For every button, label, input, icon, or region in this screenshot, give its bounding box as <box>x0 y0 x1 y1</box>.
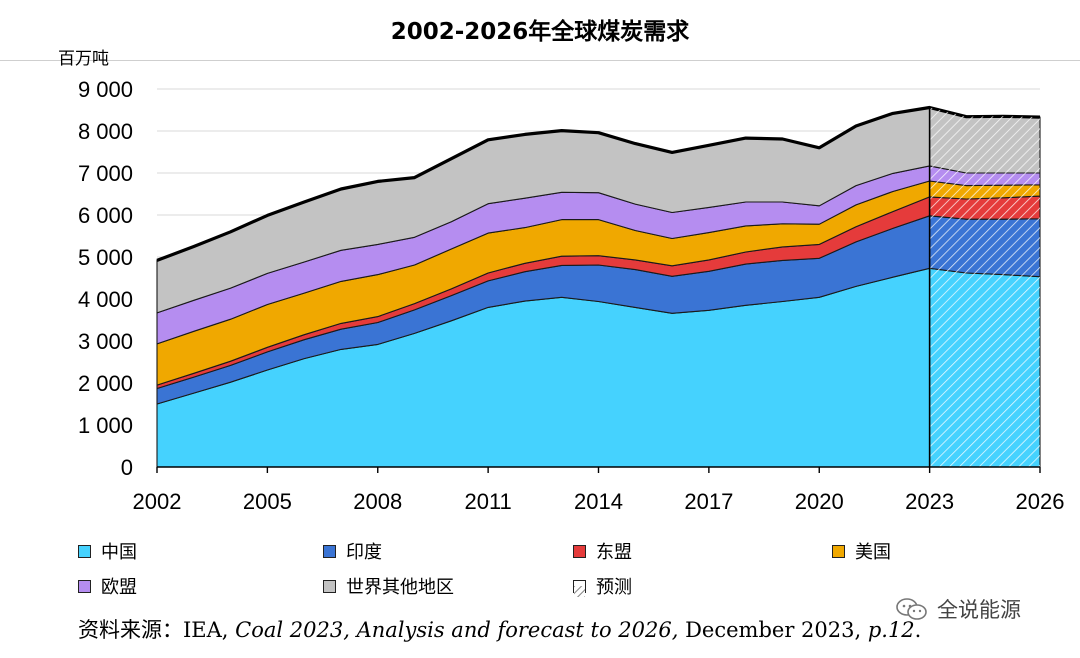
axes <box>156 466 1041 473</box>
x-tick-label: 2014 <box>574 489 623 514</box>
y-tick-label: 8 000 <box>78 119 133 144</box>
legend-item-india: 印度 <box>323 538 382 564</box>
y-tick-labels: 0 1 000 2 000 3 000 4 000 5 000 6 000 7 000 8 00… <box>78 77 133 480</box>
legend-swatch <box>323 544 336 558</box>
hatch-pattern-icon <box>574 585 585 597</box>
area-layers <box>156 105 1041 468</box>
y-tick-label: 9 000 <box>78 77 133 102</box>
x-tick-label: 2020 <box>795 489 844 514</box>
legend-label: 中国 <box>101 542 137 563</box>
x-tick-label: 2008 <box>353 489 402 514</box>
legend-item-asean: 东盟 <box>573 538 632 564</box>
legend-swatch-hatched <box>573 579 586 597</box>
source-page: p.12 <box>867 618 915 642</box>
legend-swatch <box>78 544 91 558</box>
source-title: Coal 2023, Analysis and forecast to 2026… <box>235 618 679 642</box>
legend-item-usa: 美国 <box>832 538 891 564</box>
x-tick-label: 2011 <box>464 489 511 514</box>
legend-label: 美国 <box>855 542 891 563</box>
legend-swatch <box>832 544 845 558</box>
legend-label: 印度 <box>346 542 382 563</box>
forecast-hatch <box>929 107 1040 467</box>
stacked-area-chart: 0 1 000 2 000 3 000 4 000 5 000 6 000 7 000 8 00… <box>78 77 1065 514</box>
x-tick-label: 2026 <box>1016 489 1065 514</box>
y-tick-label: 6 000 <box>78 203 133 228</box>
y-tick-label: 7 000 <box>78 161 133 186</box>
wechat-icon <box>896 598 927 620</box>
source-note: 资料来源：IEA, Coal 2023, Analysis and foreca… <box>78 614 921 644</box>
x-tick-labels: 2002 2005 2008 2011 2014 2017 2020 2023 2026 <box>133 489 1065 514</box>
y-tick-label: 5 000 <box>78 245 133 270</box>
watermark-text: 全说能源 <box>937 598 1021 622</box>
x-tick-label: 2017 <box>684 489 733 514</box>
legend-label: 东盟 <box>596 542 632 563</box>
y-axis-unit-label: 百万吨 <box>58 49 109 69</box>
legend-item-eu: 欧盟 <box>78 573 137 599</box>
legend-swatch <box>573 544 586 558</box>
legend-swatch <box>323 579 336 593</box>
legend-label: 预测 <box>596 577 632 598</box>
x-tick-label: 2005 <box>243 489 292 514</box>
source-suffix: . <box>914 618 922 642</box>
y-tick-label: 0 <box>121 455 133 480</box>
legend: 中国 印度 东盟 美国 欧盟 世界其他地区 预测 <box>78 538 1038 608</box>
legend-swatch <box>78 579 91 593</box>
x-tick-label: 2023 <box>905 489 954 514</box>
x-tick-label: 2002 <box>133 489 182 514</box>
legend-item-rest-of-world: 世界其他地区 <box>323 573 454 599</box>
y-tick-label: 4 000 <box>78 287 133 312</box>
legend-label: 欧盟 <box>101 577 137 598</box>
legend-label: 世界其他地区 <box>346 577 454 598</box>
legend-item-china: 中国 <box>78 538 137 564</box>
watermark: 全说能源 <box>895 594 1021 624</box>
y-tick-label: 1 000 <box>78 413 133 438</box>
title-divider <box>0 60 1080 61</box>
y-tick-label: 2 000 <box>78 371 133 396</box>
source-date: December 2023, <box>678 618 868 642</box>
forecast-overlay <box>928 107 1040 467</box>
total-demand-line <box>156 105 1041 262</box>
source-prefix: 资料来源：IEA, <box>78 618 236 642</box>
y-tick-label: 3 000 <box>78 329 133 354</box>
legend-item-forecast: 预测 <box>573 573 632 599</box>
chart-title: 2002-2026年全球煤炭需求 <box>390 19 690 45</box>
